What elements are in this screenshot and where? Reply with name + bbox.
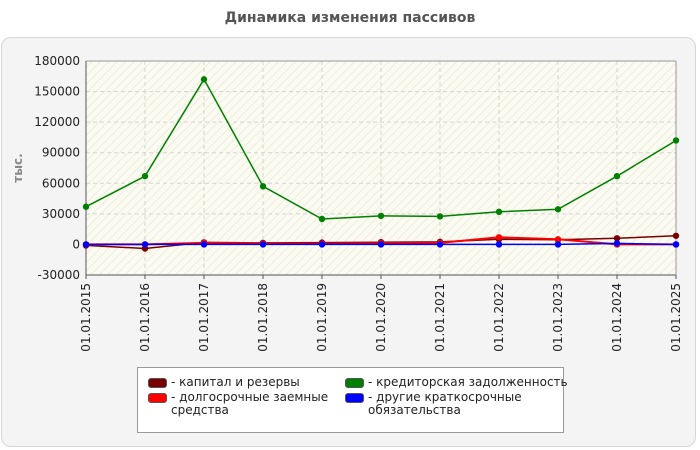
- x-tick-label: 01.01.2015: [79, 283, 93, 352]
- x-tick-label: 01.01.2025: [669, 283, 683, 352]
- series-point-3: [672, 241, 680, 248]
- x-tick-label: 01.01.2017: [197, 283, 211, 352]
- series-point-1: [495, 234, 503, 241]
- series-point-3: [82, 241, 90, 248]
- legend-swatch-long-term-loans: [148, 393, 167, 403]
- x-tick-label: 01.01.2024: [610, 283, 624, 352]
- series-point-3: [554, 241, 562, 248]
- legend-label-capital: - капитал и резервы: [171, 375, 300, 389]
- x-tick-label: 01.01.2022: [492, 283, 506, 352]
- y-tick-label: 30000: [42, 207, 80, 221]
- series-point-2: [672, 137, 680, 144]
- x-tick-label: 01.01.2021: [433, 283, 447, 352]
- series-point-3: [200, 241, 208, 248]
- series-point-2: [613, 172, 621, 180]
- y-tick-label: 0: [72, 237, 80, 251]
- series-point-2: [200, 76, 208, 83]
- series-point-2: [377, 212, 385, 220]
- series-point-2: [318, 215, 326, 223]
- x-tick-label: 01.01.2019: [315, 283, 329, 352]
- series-point-3: [318, 241, 326, 248]
- series-point-3: [259, 241, 267, 248]
- legend-label-payables: - кредиторская задолженность: [368, 375, 568, 389]
- series-point-2: [436, 213, 444, 220]
- y-axis-label: тыс.: [11, 153, 25, 182]
- series-point-0: [613, 235, 621, 242]
- x-tick-label: 01.01.2023: [551, 283, 565, 352]
- legend-item-capital: - капитал и резервы: [148, 376, 331, 389]
- legend-swatch-capital: [148, 378, 167, 388]
- series-point-0: [672, 232, 680, 239]
- y-tick-label: 90000: [42, 146, 80, 160]
- y-tick-label: 180000: [34, 54, 80, 68]
- legend-item-payables: - кредиторская задолженность: [345, 376, 568, 389]
- x-tick-label: 01.01.2016: [138, 283, 152, 352]
- series-point-3: [141, 241, 149, 248]
- legend-label-other-short-term: - другие краткосрочные обязательства: [368, 390, 522, 417]
- y-tick-label: 60000: [42, 176, 80, 190]
- legend-item-other-short-term: - другие краткосрочные обязательства: [345, 391, 528, 417]
- legend-item-long-term-loans: - долгосрочные заемные средства: [148, 391, 331, 417]
- series-point-2: [495, 208, 503, 216]
- legend-swatch-other-short-term: [345, 393, 364, 403]
- series-point-3: [495, 241, 503, 248]
- series-point-3: [377, 241, 385, 248]
- chart-legend: - капитал и резервы - долгосрочные заемн…: [137, 367, 568, 433]
- series-point-1: [554, 236, 562, 243]
- series-point-2: [259, 183, 267, 190]
- series-point-2: [141, 172, 149, 180]
- x-tick-label: 01.01.2020: [374, 283, 388, 352]
- legend-swatch-payables: [345, 378, 364, 388]
- series-point-3: [613, 240, 621, 247]
- y-tick-label: 150000: [34, 85, 80, 99]
- series-point-2: [82, 203, 90, 210]
- y-tick-label: 120000: [34, 115, 80, 129]
- legend-label-long-term-loans: - долгосрочные заемные средства: [171, 390, 329, 417]
- chart-title: Динамика изменения пассивов: [224, 10, 476, 26]
- x-tick-label: 01.01.2018: [256, 283, 270, 352]
- series-point-2: [554, 206, 562, 213]
- y-tick-label: -30000: [37, 268, 80, 282]
- series-point-3: [436, 241, 444, 248]
